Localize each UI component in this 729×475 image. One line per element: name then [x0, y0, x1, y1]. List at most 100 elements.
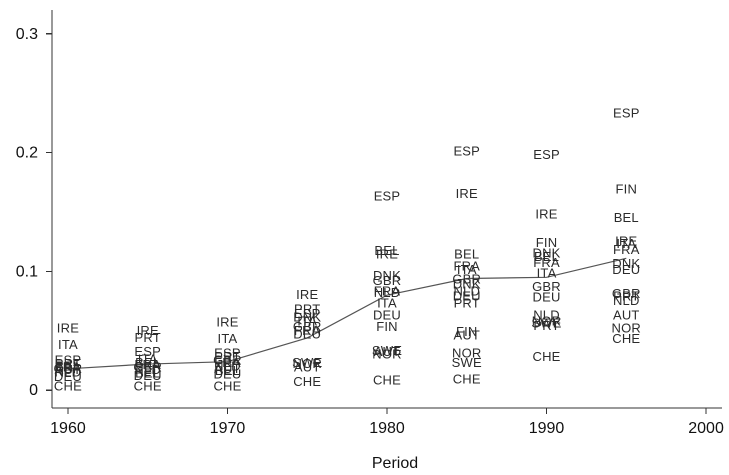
point-label-bel-1960: BEL — [55, 358, 80, 373]
point-label-ita-1960: ITA — [58, 337, 78, 352]
point-label-che-1985: CHE — [453, 371, 481, 386]
point-label-fra-1975: FRA — [294, 323, 321, 338]
point-label-fra-1970: FRA — [214, 355, 241, 370]
point-label-nld-1970: NLD — [214, 358, 241, 373]
point-label-ita-1995: ITA — [616, 236, 636, 251]
point-label-esp-1975: ESP — [294, 306, 321, 321]
point-label-dnk-1995: DNK — [612, 256, 640, 271]
point-label-aut-1985: AUT — [453, 328, 480, 343]
point-label-gbr-1995: GBR — [612, 286, 641, 301]
point-label-prt-1960: PRT — [55, 356, 81, 371]
point-label-swe-1980: SWE — [372, 343, 402, 358]
point-label-esp-1965: ESP — [134, 344, 161, 359]
point-label-fin-1990: FIN — [536, 235, 558, 250]
point-label-che-1980: CHE — [373, 373, 401, 388]
x-axis-label: Period — [372, 455, 418, 472]
point-label-fra-1985: FRA — [453, 259, 480, 274]
point-label-che-1995: CHE — [612, 331, 640, 346]
point-label-esp-1960: ESP — [55, 352, 82, 367]
point-label-deu-1960: DEU — [54, 369, 82, 384]
point-label-bel-1965: BEL — [135, 366, 160, 381]
point-label-deu-1985: DEU — [453, 288, 481, 303]
point-label-ita-1990: ITA — [537, 266, 557, 281]
point-label-deu-1970: DEU — [213, 367, 241, 382]
point-label-fin-1985: FIN — [456, 324, 478, 339]
point-label-deu-1990: DEU — [532, 290, 560, 305]
point-label-nor-1985: NOR — [452, 345, 482, 360]
x-tick-label-1990: 1990 — [529, 420, 565, 437]
point-label-ire-1965: IRE — [137, 323, 159, 338]
point-label-dnk-1985: DNK — [453, 276, 481, 291]
y-tick-label-1: 0.1 — [16, 263, 38, 280]
point-label-ire-1960: IRE — [57, 320, 79, 335]
point-label-aut-1960: AUT — [55, 362, 82, 377]
point-label-nld-1990: NLD — [533, 307, 560, 322]
point-label-prt-1975: PRT — [294, 301, 320, 316]
point-label-esp-1990: ESP — [533, 147, 560, 162]
point-label-ire-1975: IRE — [296, 287, 318, 302]
point-label-nor-1990: NOR — [532, 313, 562, 328]
point-label-ita-1980: ITA — [377, 295, 397, 310]
point-label-ita-1965: ITA — [138, 351, 158, 366]
point-label-bel-1990: BEL — [534, 249, 559, 264]
point-label-prt-1970: PRT — [214, 349, 240, 364]
point-label-ita-1985: ITA — [457, 262, 477, 277]
point-label-fin-1995: FIN — [616, 181, 638, 196]
point-label-fra-1995: FRA — [613, 242, 640, 257]
point-label-nor-1980: NOR — [372, 347, 402, 362]
point-label-bel-1970: BEL — [215, 363, 240, 378]
point-label-che-1990: CHE — [532, 349, 560, 364]
point-label-ire-1970: IRE — [216, 314, 238, 329]
point-label-prt-1990: PRT — [533, 318, 559, 333]
point-label-nld-1965: NLD — [134, 362, 161, 377]
point-label-gbr-1990: GBR — [532, 279, 561, 294]
point-label-aut-1970: AUT — [214, 361, 241, 376]
point-label-bel-1995: BEL — [614, 210, 639, 225]
point-label-che-1975: CHE — [293, 374, 321, 389]
point-label-gbr-1980: GBR — [373, 273, 402, 288]
point-label-aut-1995: AUT — [613, 307, 640, 322]
point-label-che-1965: CHE — [134, 379, 162, 394]
point-label-nld-1995: NLD — [613, 293, 640, 308]
x-tick-label-1960: 1960 — [50, 420, 86, 437]
point-label-esp-1980: ESP — [374, 189, 401, 204]
point-label-deu-1995: DEU — [612, 262, 640, 277]
point-label-deu-1975: DEU — [293, 326, 321, 341]
point-label-prt-1965: PRT — [135, 330, 161, 345]
point-label-ire-1985: IRE — [456, 186, 478, 201]
series-line-0 — [67, 257, 627, 370]
point-label-swe-1985: SWE — [452, 355, 482, 370]
point-label-bel-1985: BEL — [454, 247, 479, 262]
x-tick-label-2000: 2000 — [688, 420, 724, 437]
point-label-ire-1995: IRE — [615, 234, 637, 249]
point-label-gbr-1965: GBR — [133, 360, 162, 375]
point-label-fin-1980: FIN — [376, 319, 398, 334]
point-label-prt-1995: PRT — [613, 288, 639, 303]
point-label-swe-1975: SWE — [292, 355, 322, 370]
point-label-che-1970: CHE — [213, 379, 241, 394]
point-label-aut-1980: AUT — [374, 344, 401, 359]
point-label-fra-1980: FRA — [374, 284, 401, 299]
points-layer: IREITAESPPRTBELFRAGBRAUTNLDDEUCHEIREPRTE… — [54, 105, 641, 393]
point-label-ita-1975: ITA — [297, 313, 317, 328]
point-label-dnk-1975: DNK — [293, 310, 321, 325]
point-label-dnk-1990: DNK — [532, 246, 560, 261]
point-label-gbr-1960: GBR — [54, 361, 83, 376]
series-layer — [67, 257, 627, 370]
y-tick-label-2: 0.2 — [16, 145, 38, 162]
point-label-swe-1990: SWE — [531, 316, 561, 331]
point-label-ita-1970: ITA — [218, 331, 238, 346]
point-label-esp-1970: ESP — [214, 345, 241, 360]
point-label-deu-1980: DEU — [373, 307, 401, 322]
ticks-layer: 1960 1970 1980 1990 2000 0 0.1 0.2 0.3 — [16, 26, 724, 437]
point-label-esp-1995: ESP — [613, 105, 640, 120]
point-label-fra-1960: FRA — [55, 360, 82, 375]
point-label-nor-1995: NOR — [612, 320, 642, 335]
point-label-fra-1990: FRA — [533, 255, 560, 270]
point-label-nld-1960: NLD — [55, 364, 82, 379]
point-label-nor-1975: NOR — [292, 356, 322, 371]
y-tick-label-3: 0.3 — [16, 26, 38, 43]
point-label-nld-1985: NLD — [453, 284, 480, 299]
